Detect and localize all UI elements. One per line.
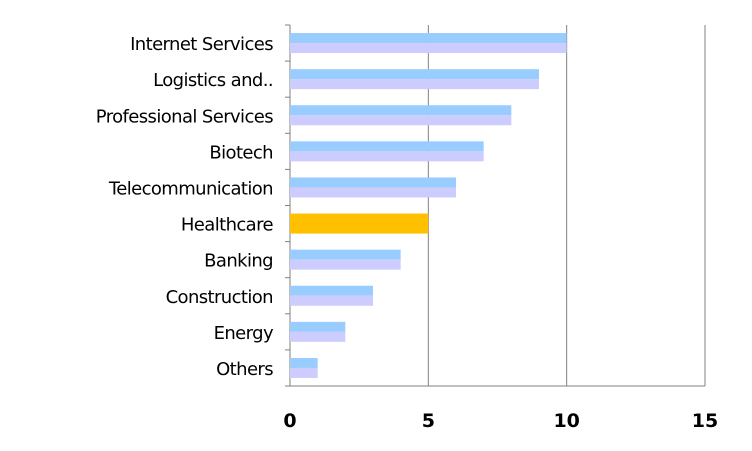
category-label: Logistics and.. (153, 70, 273, 91)
bar-energy (290, 321, 346, 332)
category-label: Energy (214, 323, 274, 344)
bar-lower-half (290, 115, 512, 126)
category-label: Healthcare (181, 215, 274, 236)
bar-lower-half (290, 295, 373, 306)
bar-logistics-and- (290, 69, 539, 80)
x-tick-labels: 0 5 10 15 (283, 410, 718, 432)
category-label: Construction (166, 287, 273, 308)
bar-lower-half (290, 187, 456, 198)
category-label: Telecommunication (108, 178, 273, 199)
bar-lower-half (290, 331, 346, 342)
bar-lower-half (290, 151, 484, 162)
bar-professional-services (290, 105, 512, 116)
category-labels: Internet Services Logistics and.. Professi… (96, 34, 275, 380)
category-label: Banking (204, 251, 273, 272)
bar-internet-services (290, 33, 567, 44)
x-tick-label: 10 (553, 410, 579, 432)
x-tick-label: 5 (422, 410, 435, 432)
x-tick-label: 0 (283, 410, 296, 432)
x-tick-label: 15 (692, 410, 718, 432)
bar-biotech (290, 141, 484, 152)
category-label: Professional Services (96, 106, 273, 127)
category-label: Internet Services (130, 34, 273, 55)
bar-others (290, 357, 318, 368)
category-label: Others (216, 359, 273, 380)
bar-telecommunication (290, 177, 456, 188)
bars (290, 33, 567, 378)
bar-construction (290, 285, 373, 296)
bar-lower-half (290, 79, 539, 90)
bar-lower-half (290, 367, 318, 378)
bar-healthcare (290, 213, 429, 234)
bar-banking (290, 249, 401, 260)
bar-lower-half (290, 259, 401, 270)
category-label: Biotech (209, 142, 273, 163)
bar-lower-half (290, 43, 567, 54)
